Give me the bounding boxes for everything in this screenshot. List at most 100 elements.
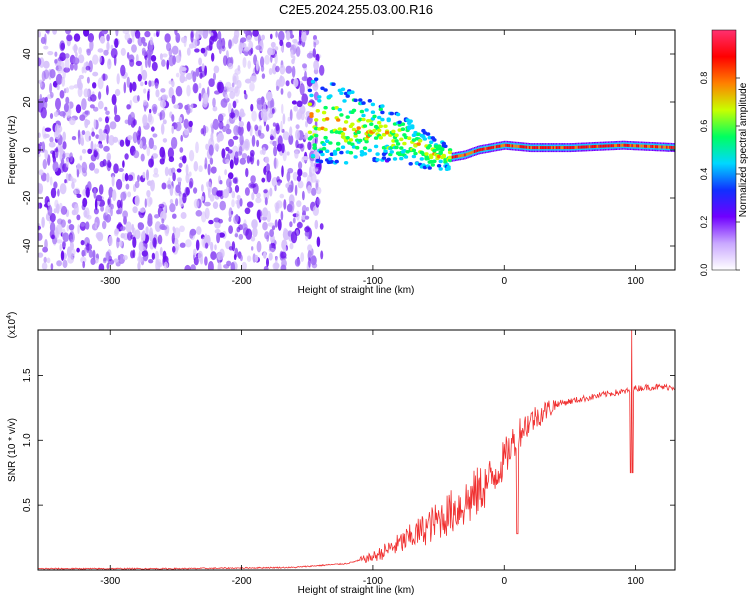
ridge-cell <box>359 149 365 154</box>
ridge-cell <box>320 86 325 91</box>
tone-cell <box>595 144 597 148</box>
tone-cell <box>508 144 510 148</box>
ridge-cell <box>386 157 391 162</box>
noise-cell <box>48 141 56 148</box>
tone-cell <box>489 146 491 150</box>
tone-cell <box>506 143 509 147</box>
tone-cell <box>547 146 550 150</box>
noise-cell <box>239 198 243 207</box>
noise-cell <box>97 48 104 53</box>
noise-cell <box>161 182 167 190</box>
noise-cell <box>90 140 94 152</box>
noise-cell <box>244 46 250 52</box>
noise-cell <box>71 136 77 141</box>
noise-cell <box>175 85 183 97</box>
ridge-cell <box>402 141 407 146</box>
noise-cell <box>63 103 69 113</box>
noise-cell <box>80 222 85 227</box>
noise-cell <box>239 157 246 165</box>
tone-cell <box>563 146 565 150</box>
snr-panel: -300 -200 -100 0 100 0.5 1.0 1.5 Height of str… <box>6 312 676 596</box>
noise-cell <box>72 57 80 65</box>
noise-cell <box>152 173 160 178</box>
noise-cell <box>260 56 265 68</box>
noise-cell <box>280 251 287 259</box>
noise-cell <box>107 198 110 205</box>
noise-cell <box>285 30 291 41</box>
noise-cell <box>232 75 237 85</box>
noise-cell <box>248 40 254 50</box>
noise-cell <box>120 226 126 231</box>
noise-cell <box>152 237 157 248</box>
tone-cell <box>599 144 602 148</box>
noise-cell <box>144 57 148 69</box>
noise-cell <box>50 263 54 270</box>
noise-cell <box>212 201 219 209</box>
noise-cell <box>104 106 108 111</box>
noise-cell <box>313 91 319 101</box>
noise-cell <box>120 233 126 239</box>
ridge-cell <box>334 159 339 164</box>
noise-cell <box>81 249 86 257</box>
noise-cell <box>290 231 298 244</box>
ridge-cell <box>340 87 346 92</box>
noise-cell <box>280 45 284 52</box>
ridge-cell <box>443 144 448 149</box>
noise-cell <box>302 156 309 161</box>
noise-cell <box>46 172 50 183</box>
noise-cell <box>210 132 214 143</box>
noise-cell <box>281 165 284 178</box>
noise-cell <box>116 199 122 209</box>
tone-cell <box>540 146 542 150</box>
tone-cell <box>662 145 665 149</box>
noise-cell <box>294 258 301 267</box>
noise-cell <box>117 255 121 261</box>
noise-cell <box>179 67 187 72</box>
noise-cell <box>175 32 181 44</box>
noise-cell <box>163 261 169 269</box>
noise-cell <box>162 119 167 125</box>
noise-cell <box>244 93 248 100</box>
noise-cell <box>200 195 205 202</box>
ridge-cell <box>380 117 385 122</box>
tone-cell <box>670 145 673 149</box>
noise-cell <box>267 222 275 227</box>
noise-cell <box>152 106 157 115</box>
noise-cell <box>225 81 232 90</box>
noise-cell <box>262 207 268 218</box>
noise-cell <box>160 110 166 120</box>
ridge-cell <box>310 79 316 84</box>
noise-cell <box>77 224 80 235</box>
ridge-cell <box>343 120 349 124</box>
noise-cell <box>146 169 149 181</box>
noise-cell <box>112 189 117 201</box>
noise-cell <box>301 93 309 105</box>
noise-cell <box>114 88 121 97</box>
tone-cell <box>500 144 502 148</box>
ridge-cell <box>378 124 383 129</box>
noise-cell <box>219 180 223 185</box>
noise-cell <box>155 89 160 98</box>
ridge-cell <box>321 146 327 151</box>
noise-cell <box>293 105 298 112</box>
noise-cell <box>75 104 82 114</box>
tone-cell <box>631 144 633 148</box>
tone-cell <box>503 143 506 147</box>
noise-cell <box>73 62 78 71</box>
noise-cell <box>123 255 128 261</box>
noise-cell <box>195 210 203 217</box>
ridge-cell <box>350 90 355 94</box>
snr-y-ticks: 0.5 1.0 1.5 <box>22 368 675 512</box>
noise-cell <box>262 221 268 231</box>
noise-cell <box>38 252 44 258</box>
noise-cell <box>140 81 144 87</box>
tone-cell <box>536 146 539 150</box>
noise-cell <box>137 174 140 182</box>
noise-cell <box>213 65 220 74</box>
noise-cell <box>172 172 176 182</box>
noise-cell <box>270 135 275 141</box>
colorbar-tick-label: 0.4 <box>699 168 709 181</box>
noise-cell <box>108 135 115 146</box>
noise-cell <box>139 207 146 213</box>
noise-cell <box>231 38 234 47</box>
